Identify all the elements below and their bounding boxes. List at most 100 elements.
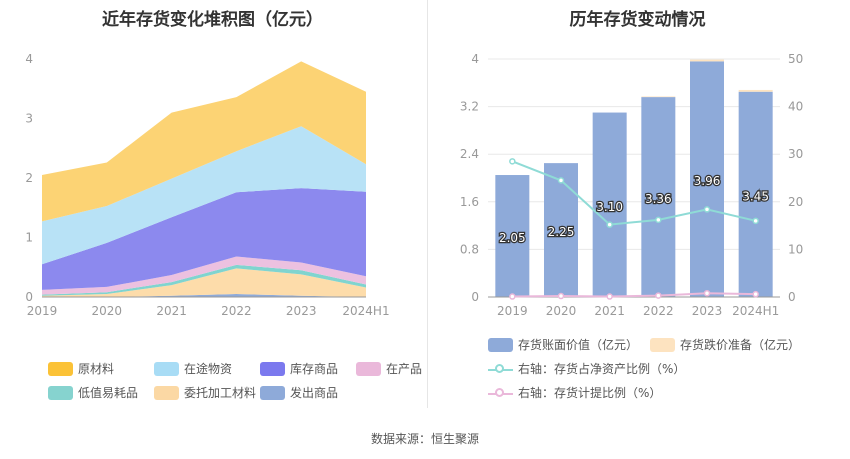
y-tick-label: 1 xyxy=(25,231,33,245)
y2-tick-label: 10 xyxy=(788,242,803,256)
line-series xyxy=(511,160,756,226)
legend-swatch xyxy=(48,361,73,376)
bar-data-label: 3.45 xyxy=(742,189,769,203)
legend-label: 低值易耗品 xyxy=(78,386,139,400)
left-chart-title: 近年存货变化堆积图（亿元） xyxy=(102,10,323,30)
legend-label: 存货账面价值（亿元） xyxy=(518,338,639,352)
x-tick-label: 2019 xyxy=(497,304,528,318)
legend-label: 委托加工材料 xyxy=(184,386,257,400)
legend-item[interactable]: 发出商品 xyxy=(260,384,338,401)
line-point xyxy=(752,217,759,225)
legend-swatch xyxy=(48,385,73,400)
y-tick-label: 3.2 xyxy=(460,100,479,114)
bar-inventory-value xyxy=(544,163,578,297)
x-tick-label: 2024H1 xyxy=(732,304,779,318)
x-tick-label: 2021 xyxy=(156,304,187,318)
legend-swatch xyxy=(488,362,513,376)
bar-inventory-value xyxy=(592,112,627,297)
x-tick-label: 2022 xyxy=(221,304,252,318)
legend-item[interactable]: 在产品 xyxy=(356,360,422,377)
legend-swatch xyxy=(356,361,381,376)
y-tick-label: 0 xyxy=(471,290,479,304)
legend-label: 右轴：存货计提比例（%） xyxy=(518,386,662,400)
bar-inventory-value xyxy=(690,61,724,297)
y2-tick-label: 50 xyxy=(788,52,803,66)
legend-label: 发出商品 xyxy=(290,386,339,400)
line-point xyxy=(606,293,613,300)
area-series xyxy=(42,188,366,290)
bar-data-label: 3.36 xyxy=(645,192,672,206)
legend-item[interactable]: 原材料 xyxy=(48,360,114,377)
line-point xyxy=(655,292,662,299)
y2-tick-label: 40 xyxy=(788,100,803,114)
line-series xyxy=(512,292,756,298)
legend-item[interactable]: 委托加工材料 xyxy=(154,384,256,401)
y2-tick-label: 30 xyxy=(788,147,803,161)
legend-label: 右轴：存货占净资产比例（%） xyxy=(518,362,686,376)
y-tick-label: 4 xyxy=(25,52,33,66)
y-tick-label: 0 xyxy=(25,290,33,304)
right-chart-title: 历年存货变动情况 xyxy=(569,10,706,30)
legend-item[interactable]: 存货账面价值（亿元） xyxy=(488,336,638,353)
y-tick-label: 4 xyxy=(471,52,479,66)
area-series xyxy=(42,256,366,295)
legend-item[interactable]: 右轴：存货占净资产比例（%） xyxy=(488,360,685,377)
line-point xyxy=(557,292,565,300)
y2-tick-label: 20 xyxy=(788,195,803,209)
x-tick-label: 2022 xyxy=(643,304,674,318)
bar-impairment xyxy=(641,96,676,98)
area-series xyxy=(42,61,366,222)
x-tick-label: 2024H1 xyxy=(342,304,389,318)
line-point xyxy=(606,221,613,228)
legend-label: 在途物资 xyxy=(184,362,233,376)
legend-item[interactable]: 低值易耗品 xyxy=(48,384,138,401)
x-tick-label: 2023 xyxy=(692,304,723,318)
line-point xyxy=(703,289,711,297)
bar-impairment xyxy=(690,59,724,62)
legend-label: 存货跌价准备（亿元） xyxy=(680,338,801,352)
legend-item[interactable]: 右轴：存货计提比例（%） xyxy=(488,384,661,401)
y2-tick-label: 0 xyxy=(788,290,796,304)
y-tick-label: 0.8 xyxy=(460,242,479,256)
bar-inventory-value xyxy=(495,175,530,297)
bar-data-label: 2.05 xyxy=(499,231,526,245)
legend-swatch xyxy=(488,386,513,400)
legend-item[interactable]: 存货跌价准备（亿元） xyxy=(650,336,800,353)
legend-swatch xyxy=(488,337,513,352)
line-point xyxy=(752,290,759,298)
area-series xyxy=(42,268,366,297)
x-tick-label: 2021 xyxy=(594,304,625,318)
area-series xyxy=(42,294,366,297)
area-series xyxy=(42,126,366,265)
bar-data-label: 2.25 xyxy=(548,225,575,239)
legend-swatch xyxy=(260,361,285,376)
bar-inventory-value xyxy=(641,97,676,297)
line-point xyxy=(703,206,711,213)
legend-swatch xyxy=(154,361,179,376)
line-point xyxy=(557,177,565,184)
x-tick-label: 2020 xyxy=(546,304,577,318)
y-tick-label: 1.6 xyxy=(460,195,479,209)
legend-swatch xyxy=(154,385,179,400)
y-tick-label: 3 xyxy=(25,112,33,126)
panel-divider xyxy=(427,0,428,408)
legend-item[interactable]: 在途物资 xyxy=(154,360,232,377)
legend-swatch xyxy=(650,337,675,352)
stacked-area-chart: 0 1 2 3 4 2019 2020 2021 2022 2023 2024H1 xyxy=(25,52,389,318)
legend-item[interactable]: 库存商品 xyxy=(260,360,338,377)
bar-inventory-value xyxy=(738,91,773,297)
line-point xyxy=(509,158,516,165)
line-point xyxy=(509,293,516,300)
bar-impairment xyxy=(738,89,773,92)
area-series xyxy=(42,264,366,296)
legend-label: 原材料 xyxy=(78,362,115,376)
bar-data-label: 3.96 xyxy=(694,174,721,188)
x-tick-label: 2020 xyxy=(92,304,123,318)
y-tick-label: 2.4 xyxy=(460,147,479,161)
bar-data-label: 3.10 xyxy=(596,200,623,214)
x-tick-label: 2023 xyxy=(286,304,317,318)
legend-swatch xyxy=(260,385,285,400)
data-source: 数据来源：恒生聚源 xyxy=(370,432,479,446)
legend-label: 库存商品 xyxy=(290,362,339,376)
